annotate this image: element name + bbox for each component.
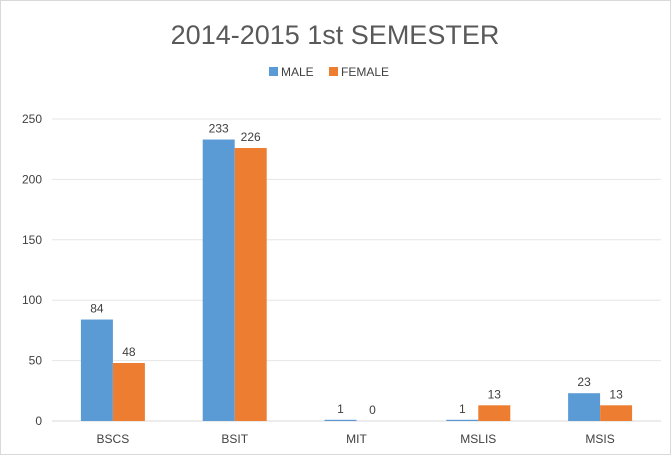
data-label: 1 — [337, 402, 344, 416]
bar-female-bsit — [234, 147, 267, 421]
gridlines — [52, 118, 661, 422]
data-label: 1 — [459, 402, 466, 416]
y-tick-label: 250 — [22, 112, 42, 126]
chart-title: 2014-2015 1st SEMESTER — [171, 20, 500, 50]
data-label: 226 — [241, 130, 261, 144]
y-tick-label: 0 — [35, 414, 42, 428]
legend-swatch-female — [329, 67, 338, 76]
y-tick-label: 150 — [22, 233, 42, 247]
x-tick-label: MSIS — [585, 432, 614, 446]
data-label: 233 — [209, 122, 229, 136]
x-tick-label: MSLIS — [460, 432, 496, 446]
bar-male-bscs — [80, 319, 113, 421]
legend-swatch-male — [269, 67, 278, 76]
y-tick-label: 50 — [29, 354, 43, 368]
y-axis: 0 50 100 150 200 250 — [22, 112, 42, 428]
legend-label-male: MALE — [281, 65, 314, 79]
bar-female-bscs — [112, 363, 145, 421]
legend-label-female: FEMALE — [341, 65, 389, 79]
x-tick-label: MIT — [346, 432, 367, 446]
y-tick-label: 200 — [22, 172, 42, 186]
data-label: 13 — [609, 387, 623, 401]
legend: MALE FEMALE — [269, 65, 389, 79]
bar-male-msis — [568, 393, 601, 421]
bar-female-msis — [600, 405, 633, 421]
bar-male-bsit — [202, 139, 235, 421]
data-labels: 84 48 233 226 1 0 1 13 23 13 — [90, 122, 623, 417]
data-label: 84 — [90, 302, 104, 316]
bars — [80, 139, 633, 421]
bar-female-mslis — [478, 405, 511, 421]
data-label: 0 — [369, 403, 376, 417]
x-tick-label: BSCS — [97, 432, 130, 446]
data-label: 23 — [577, 375, 591, 389]
data-label: 48 — [122, 345, 136, 359]
x-axis: BSCS BSIT MIT MSLIS MSIS — [97, 432, 615, 446]
x-tick-label: BSIT — [221, 432, 248, 446]
data-label: 13 — [488, 387, 502, 401]
bar-male-mslis — [446, 419, 479, 421]
y-tick-label: 100 — [22, 293, 42, 307]
bar-male-mit — [324, 419, 357, 421]
